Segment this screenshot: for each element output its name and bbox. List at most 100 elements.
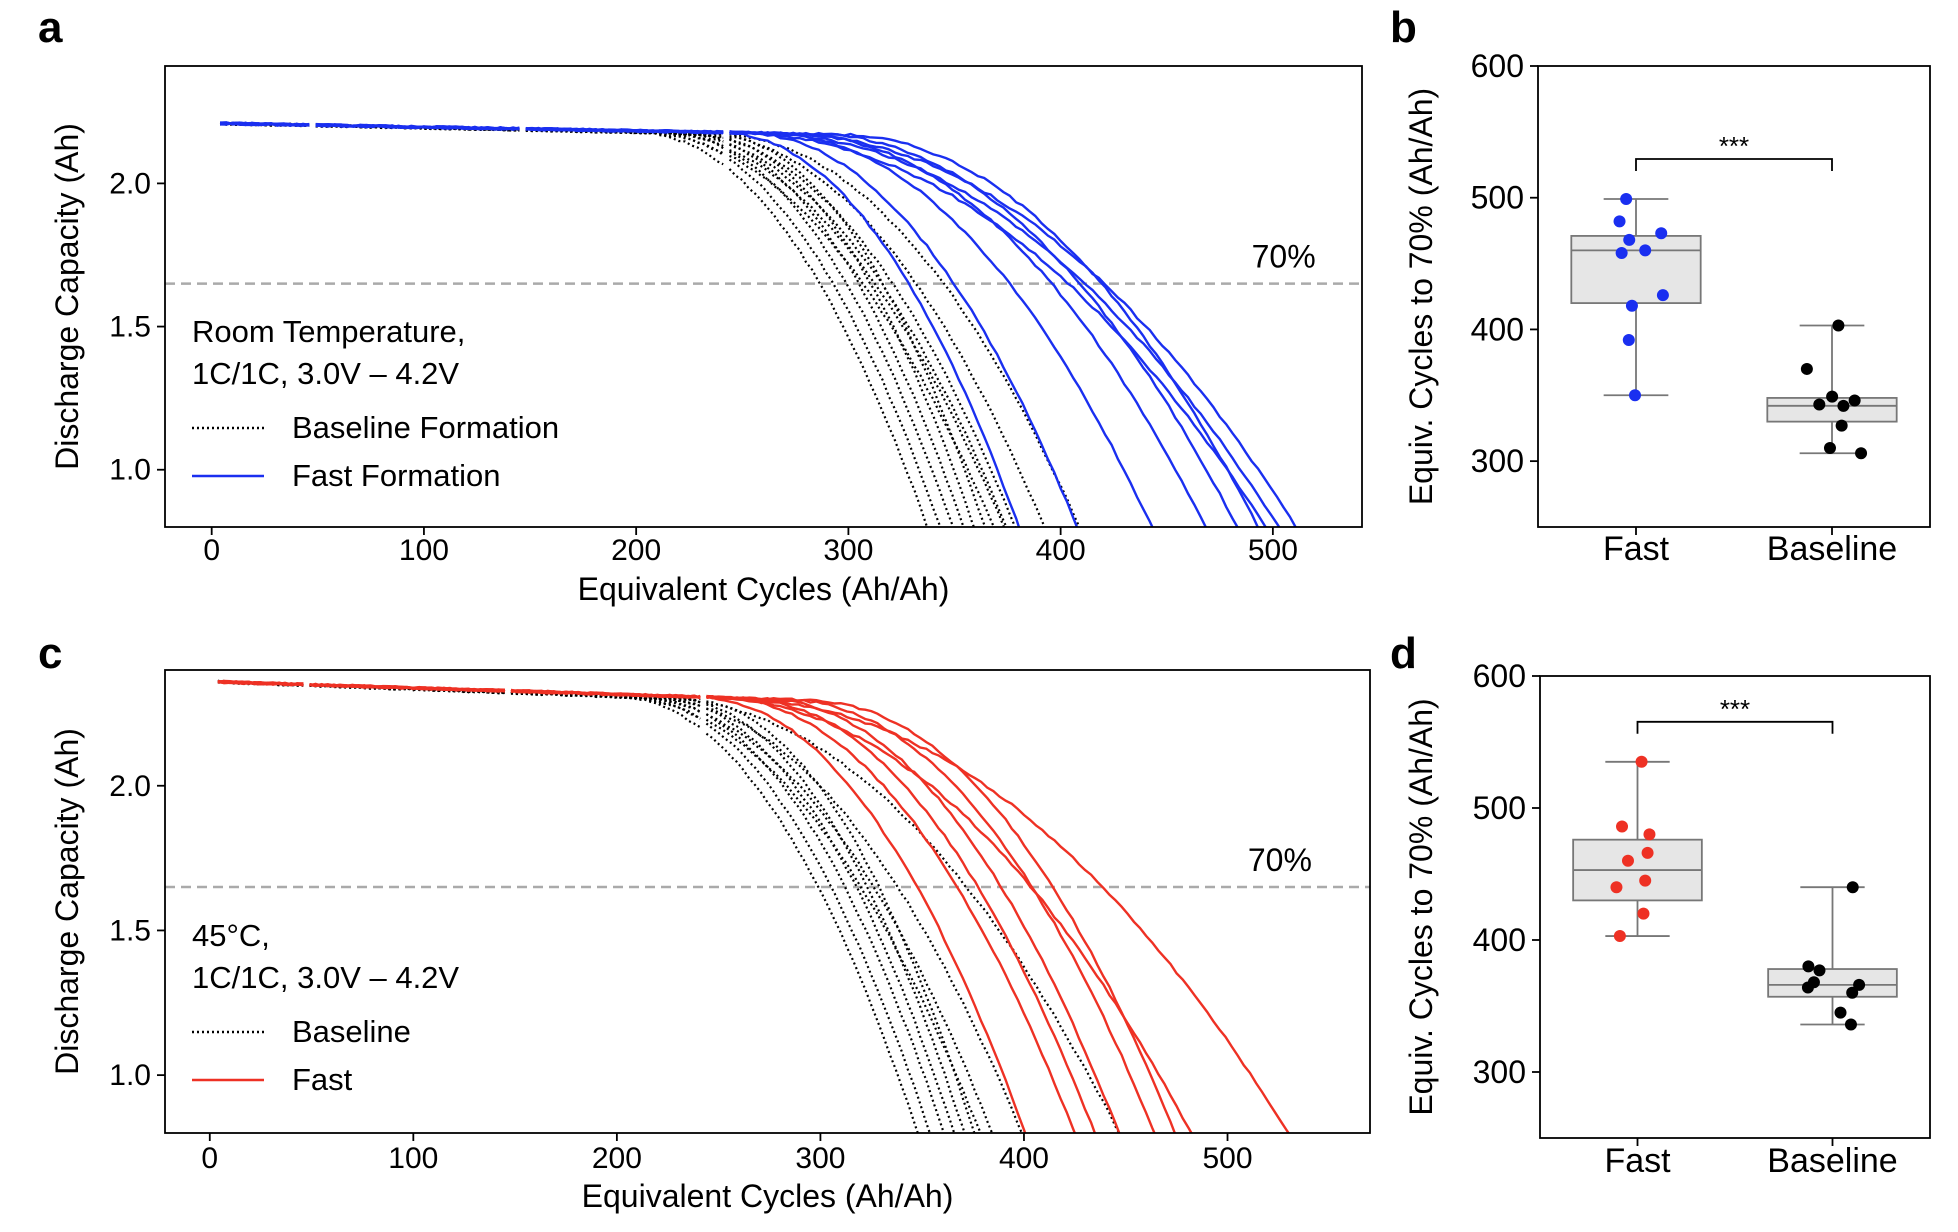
data-point	[1635, 755, 1648, 768]
data-point	[1846, 986, 1859, 999]
data-point	[1629, 389, 1642, 402]
fast-series-line	[217, 680, 1156, 1133]
data-point	[1613, 930, 1626, 943]
legend-label-fast: Fast Formation	[292, 458, 500, 493]
x-axis-label: Equivalent Cycles (Ah/Ah)	[582, 1178, 954, 1214]
x-tick-label: 500	[1202, 1142, 1252, 1175]
data-point	[1615, 247, 1628, 260]
reference-line-label: 70%	[1252, 239, 1316, 275]
iqr-box	[1767, 968, 1898, 998]
data-point	[1639, 244, 1652, 257]
x-tick-label: 300	[823, 534, 873, 567]
significance-stars: ***	[1719, 131, 1749, 161]
data-point	[1643, 828, 1656, 841]
cycles-boxplot-45c: *** 300 400 500 600 Fast Baseline Equiv. Cycles…	[1403, 658, 1931, 1180]
x-category-label: Fast	[1604, 1142, 1671, 1180]
fast-series-line	[217, 680, 1193, 1133]
box-group-fast	[1570, 193, 1702, 402]
x-tick-label: 400	[999, 1142, 1049, 1175]
panel-letter-d: d	[1390, 629, 1417, 678]
y-tick-label: 2.0	[109, 167, 151, 200]
data-point	[1832, 319, 1845, 332]
x-tick-label: 100	[399, 534, 449, 567]
x-tick-label: 300	[795, 1142, 845, 1175]
y-tick-label: 500	[1473, 790, 1526, 826]
data-point	[1621, 854, 1634, 867]
significance-stars: ***	[1720, 694, 1750, 724]
y-tick-label: 1.0	[109, 454, 151, 487]
plot-frame	[1537, 65, 1931, 528]
legend-title-line-1: Room Temperature,	[192, 314, 465, 349]
data-point	[1826, 390, 1839, 403]
y-tick-label: 1.5	[109, 914, 151, 947]
data-point	[1622, 333, 1635, 346]
data-point	[1837, 399, 1850, 412]
x-axis-label: Equivalent Cycles (Ah/Ah)	[578, 571, 950, 607]
data-point	[1835, 419, 1848, 432]
y-axis-label: Equiv. Cycles to 70% (Ah/Ah)	[1403, 698, 1439, 1115]
data-point	[1844, 1018, 1857, 1031]
y-tick-label: 400	[1473, 922, 1526, 958]
x-category-label: Fast	[1603, 530, 1670, 568]
data-point	[1616, 820, 1629, 833]
data-point	[1637, 907, 1650, 920]
data-point	[1613, 215, 1626, 228]
y-tick-label: 300	[1471, 443, 1524, 479]
data-point	[1823, 441, 1836, 454]
legend-title-line-2: 1C/1C, 3.0V – 4.2V	[192, 356, 459, 391]
box-group-baseline	[1767, 881, 1898, 1031]
data-point	[1848, 394, 1861, 407]
plot-frame	[164, 65, 1363, 528]
plot-frame	[164, 669, 1371, 1134]
data-point	[1800, 362, 1813, 375]
curve-group	[217, 679, 1290, 1133]
curve-group	[219, 121, 1297, 527]
data-point	[1813, 398, 1826, 411]
panel-letter-a: a	[38, 3, 63, 52]
y-axis-label: Discharge Capacity (Ah)	[49, 123, 85, 470]
data-point	[1625, 299, 1638, 312]
box-group-baseline	[1766, 319, 1898, 460]
legend-label-baseline: Baseline Formation	[292, 410, 559, 445]
data-point	[1855, 447, 1868, 460]
data-point	[1834, 1006, 1847, 1019]
fast-series-line	[217, 680, 1290, 1133]
significance-bracket	[1635, 158, 1833, 172]
y-tick-label: 2.0	[109, 770, 151, 803]
data-point	[1813, 964, 1826, 977]
cycles-boxplot-room-temp: *** 300 400 500 600 Fast Baseline Equiv. Cycles…	[1403, 48, 1931, 568]
data-point	[1846, 881, 1859, 894]
data-point	[1656, 289, 1669, 302]
y-tick-label: 600	[1471, 48, 1524, 84]
y-tick-label: 1.0	[109, 1059, 151, 1092]
y-tick-label: 600	[1473, 658, 1526, 694]
data-point	[1623, 233, 1636, 246]
box-group-fast	[1572, 755, 1703, 943]
significance-bracket	[1636, 720, 1834, 734]
y-tick-label: 400	[1471, 311, 1524, 347]
y-tick-label: 1.5	[109, 311, 151, 344]
iqr-box	[1570, 235, 1702, 304]
x-tick-label: 200	[611, 534, 661, 567]
panel-letter-b: b	[1390, 3, 1417, 52]
x-tick-label: 400	[1036, 534, 1086, 567]
legend-title-line-1: 45°C,	[192, 918, 270, 953]
fast-series-line	[220, 121, 1297, 527]
y-tick-label: 300	[1473, 1054, 1526, 1090]
reference-line-label: 70%	[1248, 842, 1312, 878]
data-point	[1802, 960, 1815, 973]
data-point	[1655, 227, 1668, 240]
legend-label-baseline: Baseline	[292, 1014, 411, 1049]
capacity-fade-chart-45c: 70% 0 100 200 300 400 500 1.0 1.5 2.0 Equivalent C…	[49, 669, 1371, 1214]
fast-series-line	[217, 680, 1121, 1133]
y-axis-label: Equiv. Cycles to 70% (Ah/Ah)	[1403, 88, 1439, 505]
legend-label-fast: Fast	[292, 1062, 353, 1097]
data-point	[1639, 874, 1652, 887]
x-category-label: Baseline	[1767, 530, 1897, 568]
data-point	[1853, 978, 1866, 991]
capacity-fade-chart-room-temp: 70% 0 100 200 300 400 500 1.0 1.5 2.0 Equivalent C…	[49, 65, 1363, 607]
x-tick-label: 0	[203, 534, 220, 567]
fast-series-line	[217, 679, 1177, 1133]
x-tick-label: 100	[388, 1142, 438, 1175]
